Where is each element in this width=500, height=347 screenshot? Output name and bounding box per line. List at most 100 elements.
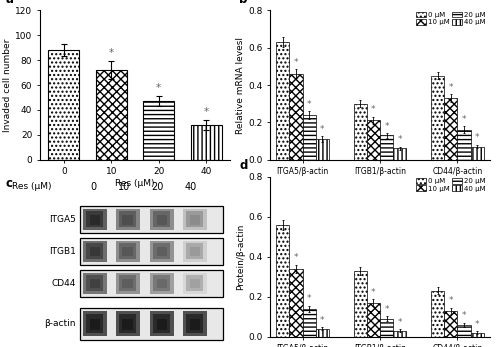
- Bar: [48, 50, 79, 160]
- Text: CD44: CD44: [52, 279, 76, 288]
- Bar: [116, 311, 140, 336]
- Text: *: *: [462, 311, 466, 320]
- Bar: [190, 279, 200, 288]
- X-axis label: Res (μM): Res (μM): [115, 179, 155, 188]
- Text: *: *: [398, 318, 402, 327]
- Bar: [150, 240, 174, 262]
- Bar: [119, 314, 136, 333]
- Y-axis label: Invaded cell number: Invaded cell number: [4, 38, 13, 132]
- Bar: [157, 279, 167, 288]
- Bar: [96, 70, 126, 160]
- Text: Res (μM): Res (μM): [12, 182, 51, 191]
- Bar: [183, 209, 207, 230]
- Bar: [82, 240, 106, 262]
- Legend: 0 μM, 10 μM, 20 μM, 40 μM: 0 μM, 10 μM, 20 μM, 40 μM: [416, 11, 486, 26]
- Bar: [276, 225, 289, 337]
- Text: 20: 20: [151, 181, 164, 192]
- Text: b: b: [239, 0, 248, 6]
- Bar: [150, 272, 174, 294]
- Bar: [150, 209, 174, 230]
- Text: *: *: [475, 320, 480, 329]
- Text: *: *: [448, 83, 453, 92]
- Text: *: *: [204, 107, 209, 117]
- Text: *: *: [475, 134, 480, 143]
- Text: *: *: [307, 100, 312, 109]
- Bar: [302, 115, 316, 160]
- Bar: [470, 332, 484, 337]
- Text: *: *: [448, 296, 453, 305]
- Bar: [186, 314, 204, 333]
- Text: β-actin: β-actin: [44, 319, 76, 328]
- Text: 0: 0: [90, 181, 96, 192]
- Bar: [186, 275, 204, 291]
- Bar: [186, 243, 204, 259]
- Bar: [86, 314, 104, 333]
- Text: *: *: [462, 115, 466, 124]
- Bar: [470, 146, 484, 160]
- Text: c: c: [6, 177, 12, 190]
- Bar: [116, 209, 140, 230]
- Bar: [80, 238, 224, 265]
- Legend: 0 μM, 10 μM, 20 μM, 40 μM: 0 μM, 10 μM, 20 μM, 40 μM: [416, 177, 486, 192]
- Text: *: *: [371, 288, 376, 297]
- Text: *: *: [294, 58, 298, 67]
- Bar: [276, 42, 289, 160]
- Text: ITGA5: ITGA5: [49, 215, 76, 224]
- Text: *: *: [398, 135, 402, 144]
- Bar: [354, 271, 367, 337]
- Bar: [393, 149, 406, 160]
- Bar: [190, 247, 200, 256]
- Bar: [90, 247, 100, 256]
- Bar: [154, 243, 170, 259]
- Text: d: d: [239, 159, 248, 172]
- Bar: [290, 74, 302, 160]
- Bar: [290, 269, 302, 337]
- Bar: [86, 243, 104, 259]
- Text: a: a: [6, 0, 14, 6]
- Bar: [116, 240, 140, 262]
- Bar: [80, 308, 224, 340]
- Bar: [157, 215, 167, 225]
- Y-axis label: Protein/β-actin: Protein/β-actin: [236, 223, 245, 290]
- Bar: [122, 247, 132, 256]
- Bar: [122, 319, 132, 330]
- Text: *: *: [320, 125, 324, 134]
- Bar: [191, 125, 222, 160]
- Text: *: *: [384, 305, 389, 314]
- Bar: [116, 272, 140, 294]
- Bar: [431, 291, 444, 337]
- Bar: [458, 325, 470, 337]
- Text: 10: 10: [118, 181, 130, 192]
- Text: *: *: [294, 253, 298, 262]
- Bar: [86, 275, 104, 291]
- Bar: [316, 139, 329, 160]
- Bar: [316, 329, 329, 337]
- Text: *: *: [320, 316, 324, 325]
- Bar: [82, 209, 106, 230]
- Text: *: *: [307, 294, 312, 303]
- Text: *: *: [384, 122, 389, 131]
- Text: *: *: [108, 48, 114, 58]
- Bar: [157, 319, 167, 330]
- Bar: [458, 130, 470, 160]
- Bar: [90, 319, 100, 330]
- Bar: [444, 98, 458, 160]
- Bar: [367, 120, 380, 160]
- Text: 40: 40: [184, 181, 196, 192]
- Bar: [144, 101, 174, 160]
- Text: *: *: [156, 83, 162, 93]
- Text: ITGB1: ITGB1: [49, 247, 76, 256]
- Bar: [150, 311, 174, 336]
- Bar: [157, 247, 167, 256]
- Bar: [380, 135, 393, 160]
- Bar: [183, 272, 207, 294]
- Bar: [122, 215, 132, 225]
- Bar: [80, 270, 224, 297]
- Bar: [190, 215, 200, 225]
- Bar: [90, 279, 100, 288]
- Bar: [190, 319, 200, 330]
- Bar: [119, 211, 136, 227]
- Bar: [186, 211, 204, 227]
- Bar: [444, 311, 458, 337]
- Bar: [90, 215, 100, 225]
